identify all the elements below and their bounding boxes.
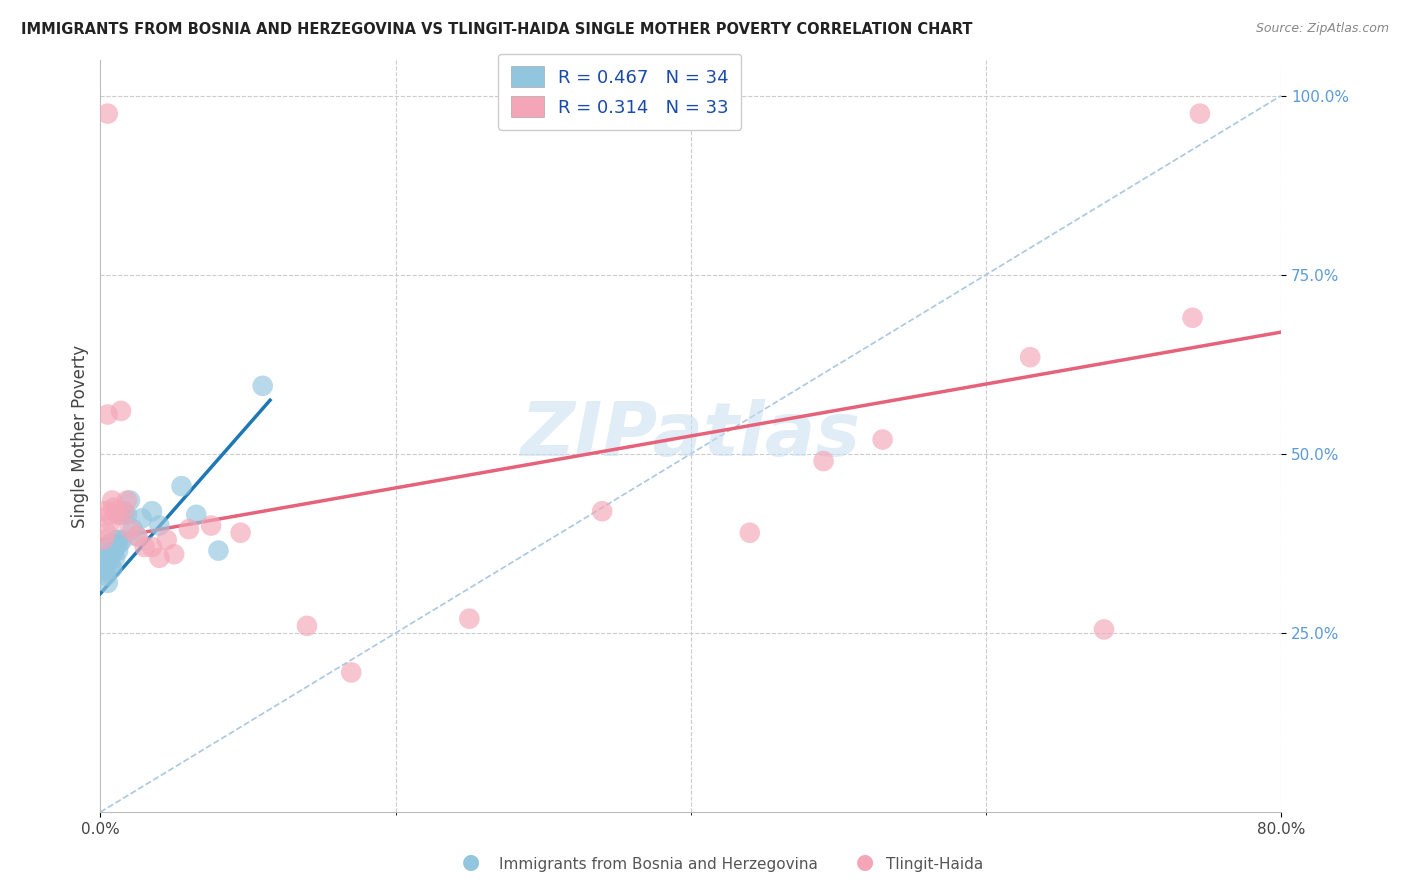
Point: [104, 504, 127, 518]
Point: [101, 547, 124, 561]
Point: [97, 550, 120, 565]
Point: [115, 508, 138, 522]
Point: [177, 522, 200, 536]
Point: [91, 533, 114, 547]
Point: [1092, 623, 1115, 637]
Point: [98, 547, 121, 561]
Point: [105, 533, 128, 547]
Text: ●: ●: [463, 853, 479, 872]
Point: [94, 550, 117, 565]
Point: [813, 454, 835, 468]
Point: [148, 518, 170, 533]
Point: [148, 550, 170, 565]
Point: [101, 561, 124, 575]
Point: [96, 568, 118, 582]
Text: Source: ZipAtlas.com: Source: ZipAtlas.com: [1256, 22, 1389, 36]
Point: [111, 533, 134, 547]
Point: [108, 536, 131, 550]
Point: [97, 408, 120, 422]
Point: [103, 500, 125, 515]
Point: [107, 533, 129, 547]
Text: Immigrants from Bosnia and Herzegovina: Immigrants from Bosnia and Herzegovina: [499, 857, 818, 872]
Point: [1181, 310, 1204, 325]
Point: [94, 504, 117, 518]
Legend: R = 0.467   N = 34, R = 0.314   N = 33: R = 0.467 N = 34, R = 0.314 N = 33: [499, 54, 741, 130]
Point: [229, 525, 252, 540]
Point: [156, 533, 179, 547]
Point: [97, 106, 120, 120]
Text: Tlingit-Haida: Tlingit-Haida: [886, 857, 983, 872]
Point: [131, 511, 153, 525]
Point: [115, 493, 138, 508]
Text: ●: ●: [856, 853, 873, 872]
Point: [100, 536, 122, 550]
Point: [98, 540, 121, 554]
Point: [112, 504, 135, 518]
Point: [96, 525, 118, 540]
Point: [127, 529, 149, 543]
Point: [103, 543, 125, 558]
Point: [98, 508, 121, 522]
Point: [91, 565, 114, 579]
Point: [458, 612, 481, 626]
Point: [110, 404, 132, 418]
Point: [738, 525, 761, 540]
Point: [252, 379, 274, 393]
Point: [97, 575, 120, 590]
Point: [94, 561, 117, 575]
Point: [112, 504, 135, 518]
Point: [1019, 350, 1042, 364]
Point: [170, 479, 193, 493]
Point: [107, 543, 129, 558]
Point: [134, 540, 156, 554]
Point: [118, 493, 141, 508]
Point: [1188, 106, 1211, 120]
Point: [295, 619, 318, 633]
Text: IMMIGRANTS FROM BOSNIA AND HERZEGOVINA VS TLINGIT-HAIDA SINGLE MOTHER POVERTY CO: IMMIGRANTS FROM BOSNIA AND HERZEGOVINA V…: [21, 22, 973, 37]
Point: [207, 543, 229, 558]
Point: [100, 515, 122, 529]
Point: [104, 550, 127, 565]
Point: [163, 547, 186, 561]
Point: [101, 493, 124, 508]
Point: [200, 518, 222, 533]
Point: [104, 540, 127, 554]
Point: [141, 504, 163, 518]
Point: [141, 540, 163, 554]
Point: [121, 522, 143, 536]
Point: [127, 529, 149, 543]
Point: [96, 558, 118, 572]
Point: [100, 558, 122, 572]
Point: [118, 522, 141, 536]
Point: [186, 508, 208, 522]
Point: [591, 504, 613, 518]
Point: [340, 665, 363, 680]
Y-axis label: Single Mother Poverty: Single Mother Poverty: [72, 344, 89, 527]
Point: [872, 433, 894, 447]
Point: [110, 508, 132, 522]
Text: ZIPatlas: ZIPatlas: [520, 400, 860, 473]
Point: [107, 508, 129, 522]
